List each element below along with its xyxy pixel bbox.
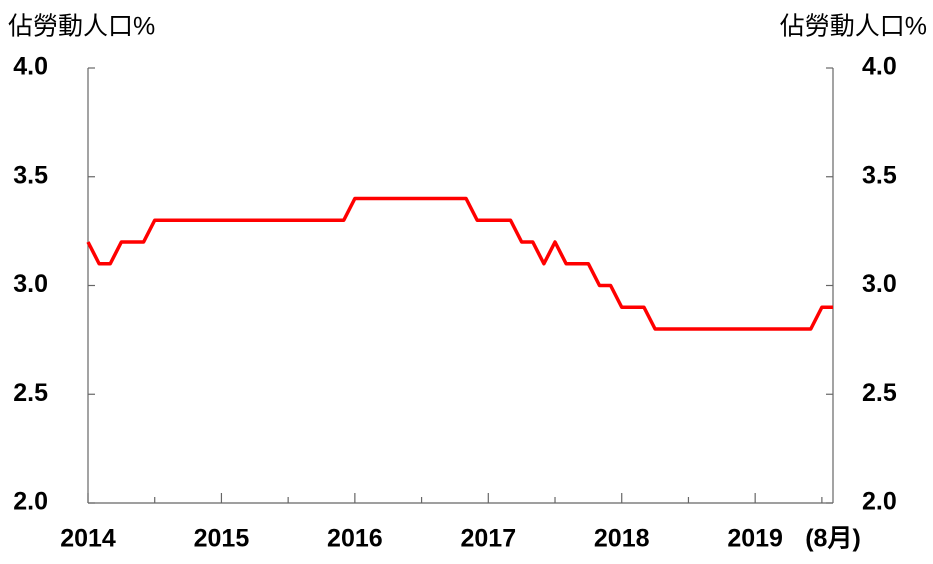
y-tick-label: 3.5 (13, 161, 48, 189)
x-tick-label: 2018 (594, 525, 650, 553)
y2-tick-label: 3.0 (862, 270, 897, 298)
x-tick-label: 2015 (194, 525, 250, 553)
y-tick-label: 3.0 (13, 270, 48, 298)
x-tick-label: 2019 (727, 525, 783, 553)
y2-tick-label: 2.5 (862, 379, 897, 407)
y-tick-label: 4.0 (13, 53, 48, 81)
y2-tick-label: 2.0 (862, 488, 897, 516)
x-tick-label: 2017 (460, 525, 516, 553)
y-tick-label: 2.0 (13, 488, 48, 516)
y2-axis-label: 佔勞動人口% (780, 13, 927, 41)
x-tick-label: 2016 (327, 525, 383, 553)
x-tick-label: 2014 (60, 525, 116, 553)
y2-tick-label: 3.5 (862, 161, 897, 189)
y2-tick-label: 4.0 (862, 53, 897, 81)
y-tick-label: 2.5 (13, 379, 48, 407)
annotation: (8月) (805, 525, 861, 553)
data-line (86, 196, 833, 331)
y-axis-label: 佔勞動人口% (8, 13, 155, 41)
